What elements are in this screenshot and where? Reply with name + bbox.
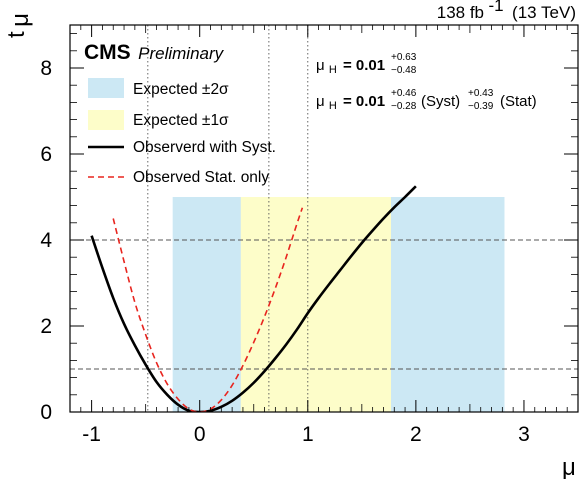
y-tick-label: 4 [40, 229, 52, 252]
band-expected-1sigma [240, 197, 392, 412]
svg-text:(Stat): (Stat) [500, 93, 537, 110]
cms-branding: CMS Preliminary [84, 41, 225, 64]
x-tick-label: 1 [302, 423, 314, 446]
legend-label-syst: Observerd with Syst. [133, 139, 276, 156]
legend: Expected ±2σ Expected ±1σ Observerd with… [88, 78, 276, 186]
svg-text:+0.46: +0.46 [391, 88, 417, 99]
result-total-annotation: μ H = 0.01 +0.63 −0.48 [316, 52, 417, 77]
x-tick-label: 3 [518, 423, 530, 446]
legend-label-1sigma: Expected ±1σ [133, 112, 229, 129]
x-axis-title: μ H [562, 454, 580, 479]
y-tick-label: 0 [40, 401, 52, 424]
legend-label-stat: Observed Stat. only [133, 169, 269, 186]
curve-observed-syst [90, 185, 417, 412]
energy-label: (13 TeV) [512, 3, 576, 22]
svg-text:−0.48: −0.48 [391, 65, 417, 76]
svg-text:μ H = 0.01: μ H = 0.01 [316, 93, 385, 113]
y-axis-title: t μ [3, 13, 34, 38]
x-tick-label: 2 [410, 423, 422, 446]
x-tick-label: 0 [194, 423, 206, 446]
plot-frame [69, 24, 579, 413]
y-tick-label: 8 [40, 57, 52, 80]
reference-lines [70, 25, 578, 412]
result-split-annotation: μ H = 0.01 +0.46 −0.28 (Syst) +0.43 −0.3… [316, 88, 537, 113]
svg-text:μ H = 0.01: μ H = 0.01 [316, 57, 385, 77]
svg-text:(Syst): (Syst) [421, 93, 460, 110]
svg-text:+0.43: +0.43 [468, 88, 494, 99]
lumi-value: 138 fb [437, 3, 484, 22]
lumi-header: 138 fb -1 (13 TeV) [437, 0, 576, 22]
svg-text:−0.39: −0.39 [468, 101, 494, 112]
axis-ticks: -1 0 1 2 3 0 2 4 6 8 [40, 25, 579, 446]
y-tick-label: 6 [40, 143, 52, 166]
legend-swatch-1sigma [88, 110, 124, 130]
cms-label: CMS [84, 41, 131, 64]
legend-swatch-2sigma [88, 78, 124, 98]
svg-text:t μ: t μ [3, 13, 34, 38]
x-tick-label: -1 [82, 423, 101, 446]
legend-label-2sigma: Expected ±2σ [133, 81, 229, 98]
preliminary-label: Preliminary [138, 44, 225, 63]
y-tick-label: 2 [40, 315, 52, 338]
lumi-exponent: -1 [488, 0, 503, 15]
svg-text:−0.28: −0.28 [391, 101, 417, 112]
expected-bands [172, 197, 505, 412]
svg-text:+0.63: +0.63 [391, 52, 417, 63]
